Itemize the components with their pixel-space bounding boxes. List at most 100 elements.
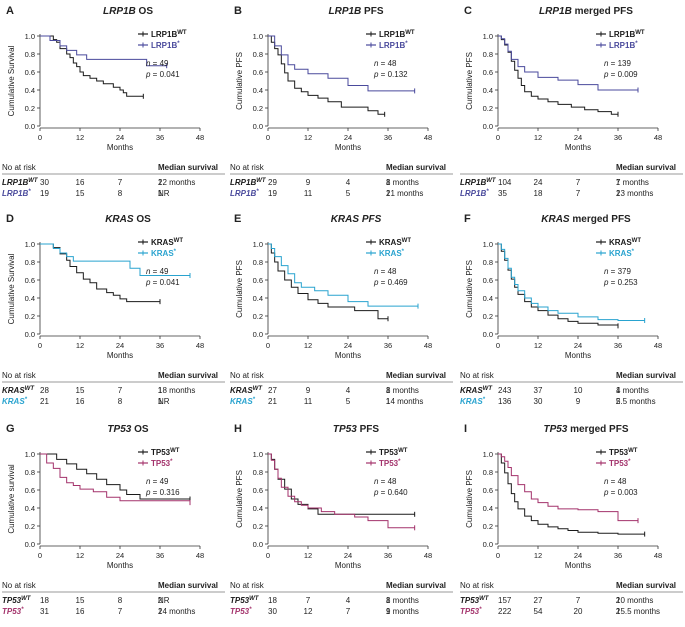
y-tick-label: 0.2: [483, 312, 493, 321]
y-tick-label: 0.6: [483, 486, 493, 495]
panel-letter: E: [234, 213, 241, 225]
risk-count: 15: [76, 189, 85, 198]
y-tick-label: 0.8: [483, 468, 493, 477]
x-tick-label: 0: [38, 341, 42, 350]
panel-letter: A: [6, 5, 14, 17]
x-tick-label: 0: [266, 133, 270, 142]
y-tick-label: 0.0: [483, 122, 493, 131]
x-tick-label: 24: [574, 551, 582, 560]
legend-label: KRAS*: [151, 249, 177, 258]
risk-count: 28: [40, 386, 49, 395]
y-tick-label: 0.4: [253, 86, 263, 95]
median-value: 15.5 months: [616, 607, 660, 616]
median-header: Median survival: [386, 163, 446, 172]
y-tick-label: 1.0: [253, 240, 263, 249]
y-tick-label: 1.0: [483, 240, 493, 249]
stat-n: n = 49: [146, 59, 169, 68]
median-header: Median survival: [386, 371, 446, 380]
x-tick-label: 12: [534, 551, 542, 560]
risk-count: 7: [118, 178, 123, 187]
median-header: Median survival: [158, 581, 218, 590]
y-tick-label: 1.0: [25, 450, 35, 459]
median-value: 22 months: [158, 178, 195, 187]
median-header: Median survival: [616, 371, 676, 380]
km-curve-mut: [268, 243, 418, 307]
risk-count: 7: [118, 607, 123, 616]
x-tick-label: 12: [76, 551, 84, 560]
x-axis-label: Months: [565, 143, 591, 152]
stat-n: n = 48: [604, 477, 627, 486]
stat-n: n = 49: [146, 267, 169, 276]
risk-count: 27: [534, 596, 543, 605]
median-value: 23 months: [616, 189, 653, 198]
risk-count: 1: [616, 178, 621, 187]
km-curve-mut: [498, 453, 638, 522]
y-tick-label: 1.0: [483, 32, 493, 41]
risk-row-label: TP53WT: [2, 596, 32, 605]
x-tick-label: 12: [76, 341, 84, 350]
risk-count: 37: [534, 386, 543, 395]
x-tick-label: 36: [614, 133, 622, 142]
panel-letter: H: [234, 423, 242, 435]
panel-letter: G: [6, 423, 15, 435]
risk-count: 7: [576, 189, 581, 198]
risk-count: 54: [534, 607, 543, 616]
km-curve-wt: [498, 453, 645, 535]
x-tick-label: 24: [116, 133, 124, 142]
y-tick-label: 0.2: [483, 522, 493, 531]
risk-count: 29: [268, 178, 277, 187]
risk-count: 30: [40, 178, 49, 187]
x-tick-label: 12: [76, 133, 84, 142]
km-curve-wt: [40, 243, 160, 303]
legend-label: KRAS*: [609, 249, 635, 258]
x-tick-label: 48: [654, 341, 662, 350]
risk-count: 7: [576, 178, 581, 187]
risk-count: 1: [158, 607, 163, 616]
y-tick-label: 0.4: [25, 504, 35, 513]
stat-p: p = 0.469: [373, 278, 408, 287]
median-header: Median survival: [616, 163, 676, 172]
risk-count: 2: [616, 397, 621, 406]
km-curve-mut: [40, 243, 190, 276]
median-header: Median survival: [158, 163, 218, 172]
risk-row-label: TP53WT: [460, 596, 490, 605]
risk-row-label: LRP1BWT: [460, 178, 497, 187]
risk-count: 243: [498, 386, 512, 395]
panel-letter: B: [234, 5, 242, 17]
panel-i: I TP53 merged PFS 0.0 0.2 0.4 0.6 0.8 1.0 0 12 24 3…: [460, 423, 683, 616]
y-tick-label: 0.0: [25, 540, 35, 549]
x-tick-label: 24: [344, 341, 352, 350]
y-tick-label: 1.0: [253, 450, 263, 459]
risk-count: 35: [498, 189, 507, 198]
y-tick-label: 0.8: [483, 50, 493, 59]
risk-count: 24: [534, 178, 543, 187]
risk-count: 31: [40, 607, 49, 616]
risk-count: 30: [268, 607, 277, 616]
risk-count: 1: [158, 178, 163, 187]
y-tick-label: 0.4: [25, 294, 35, 303]
risk-count: 30: [534, 397, 543, 406]
risk-row-label: KRASWT: [460, 386, 493, 395]
risk-header: No at risk: [230, 163, 265, 172]
risk-count: 19: [268, 189, 277, 198]
y-tick-label: 0.6: [253, 276, 263, 285]
legend-label: KRASWT: [379, 238, 411, 247]
median-value: 8 months: [386, 178, 419, 187]
y-axis-label: Cumulative PFS: [235, 52, 244, 110]
risk-header: No at risk: [460, 371, 495, 380]
panel-h: H TP53 PFS 0.0 0.2 0.4 0.6 0.8 1.0 0 12 24 36 48 Mont…: [230, 423, 453, 616]
risk-count: 19: [40, 189, 49, 198]
y-axis-label: Cumulative Survival: [7, 45, 16, 116]
legend-label: KRASWT: [151, 238, 183, 247]
risk-count: 4: [346, 178, 351, 187]
x-tick-label: 48: [424, 133, 432, 142]
stat-p: p = 0.003: [603, 488, 638, 497]
y-tick-label: 0.6: [253, 486, 263, 495]
y-tick-label: 0.8: [25, 258, 35, 267]
risk-count: 18: [534, 189, 543, 198]
risk-header: No at risk: [2, 163, 37, 172]
x-tick-label: 24: [116, 551, 124, 560]
y-tick-label: 1.0: [253, 32, 263, 41]
median-value: 8 months: [386, 386, 419, 395]
x-axis-label: Months: [335, 561, 361, 570]
